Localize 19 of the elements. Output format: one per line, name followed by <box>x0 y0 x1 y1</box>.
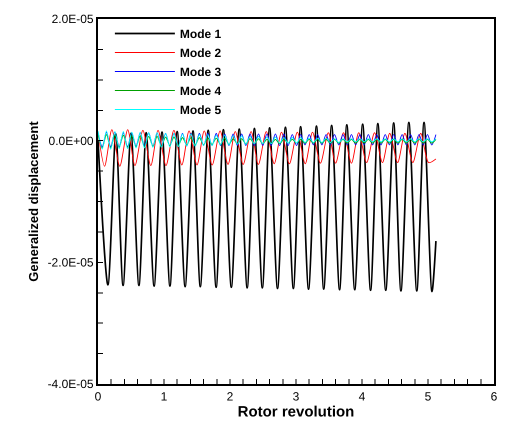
x-tick-label: 4 <box>358 389 366 404</box>
y-tick-label: -2.0E-05 <box>48 256 94 270</box>
legend-label: Mode 5 <box>180 103 222 118</box>
line-series <box>98 129 436 167</box>
x-tick-label: 5 <box>424 389 432 404</box>
y-axis-title: Generalized displacement <box>26 120 42 282</box>
legend-label: Mode 4 <box>180 84 222 98</box>
legend-label: Mode 3 <box>180 65 222 80</box>
x-tick-label: 0 <box>94 389 102 404</box>
y-tick-label: 0.0E+00 <box>48 134 94 148</box>
x-tick-label: 6 <box>490 389 498 404</box>
y-tick-label: -4.0E-05 <box>48 377 94 392</box>
legend-label: Mode 2 <box>180 46 222 60</box>
x-tick-label: 3 <box>292 389 300 404</box>
x-tick-label: 1 <box>160 389 168 404</box>
x-axis-title: Rotor revolution <box>238 403 354 420</box>
x-tick-label: 2 <box>226 389 234 404</box>
legend-label: Mode 1 <box>180 27 222 42</box>
y-tick-label: 2.0E-05 <box>52 12 94 26</box>
